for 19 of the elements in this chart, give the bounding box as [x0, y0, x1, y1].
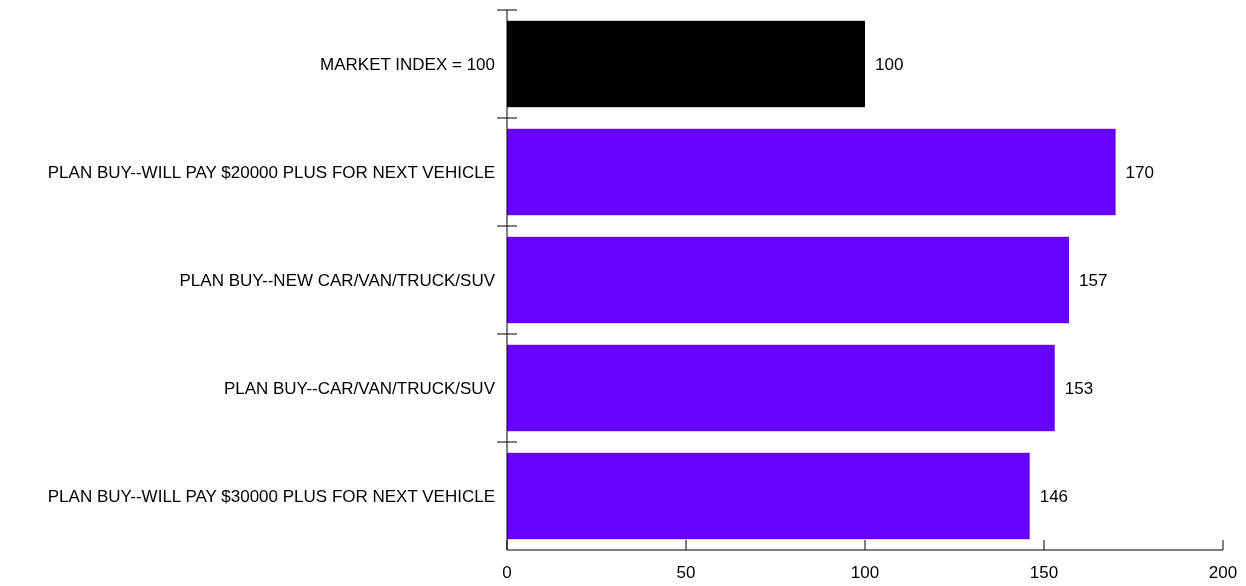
bar — [507, 344, 1055, 432]
bar — [507, 452, 1030, 540]
bar — [507, 236, 1070, 324]
data-label: 157 — [1079, 270, 1108, 290]
y-tick-label: PLAN BUY--WILL PAY $30000 PLUS FOR NEXT VEHICLE — [47, 486, 495, 506]
x-tick-label: 150 — [1029, 563, 1059, 582]
data-label: 170 — [1125, 162, 1154, 182]
x-tick-label: 100 — [850, 563, 880, 582]
y-tick-label: PLAN BUY--CAR/VAN/TRUCK/SUV — [223, 378, 496, 398]
x-tick-label: 200 — [1208, 563, 1238, 582]
y-tick-label: PLAN BUY--NEW CAR/VAN/TRUCK/SUV — [179, 270, 496, 290]
x-tick-label: 0 — [502, 563, 512, 582]
y-tick-label: PLAN BUY--WILL PAY $20000 PLUS FOR NEXT VEHICLE — [47, 162, 495, 182]
y-tick-label: MARKET INDEX = 100 — [320, 54, 495, 74]
data-label: 100 — [875, 54, 904, 74]
data-label: 146 — [1039, 486, 1069, 506]
bar — [507, 128, 1116, 216]
x-tick-label: 50 — [676, 563, 696, 582]
data-label: 153 — [1064, 378, 1094, 398]
